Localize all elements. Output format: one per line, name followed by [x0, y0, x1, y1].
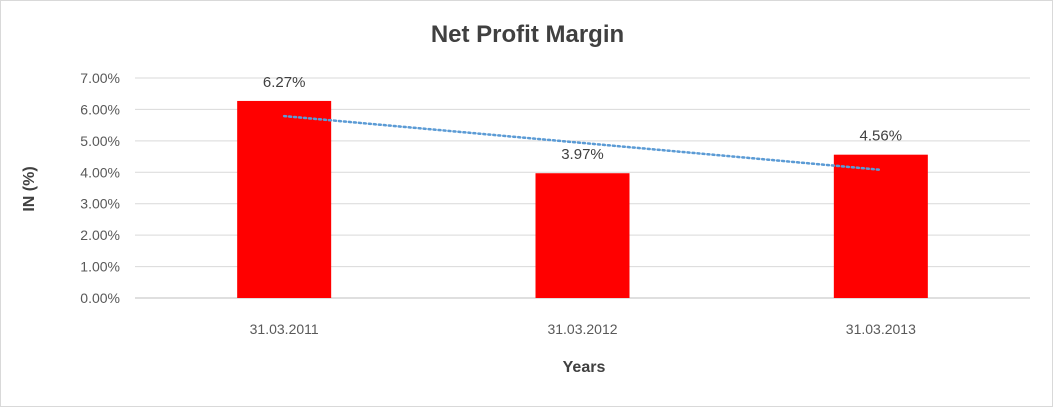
- x-axis-label: Years: [562, 359, 606, 376]
- data-label: 6.27%: [263, 74, 306, 91]
- y-tick-label: 1.00%: [80, 259, 120, 275]
- x-tick-labels: 31.03.2011 31.03.2012 31.03.2013: [250, 321, 916, 337]
- x-tick-label: 31.03.2012: [547, 321, 617, 337]
- data-labels: 6.27% 3.97% 4.56%: [263, 74, 902, 163]
- x-tick-label: 31.03.2013: [846, 321, 916, 337]
- bar: [535, 173, 630, 298]
- bar: [833, 154, 928, 298]
- y-tick-labels: 0.00% 1.00% 2.00% 3.00% 4.00% 5.00% 6.00% 7.00%: [80, 70, 120, 306]
- data-label: 4.56%: [860, 128, 903, 145]
- y-tick-label: 4.00%: [80, 164, 120, 180]
- trendline: [282, 114, 883, 172]
- y-tick-label: 7.00%: [80, 70, 120, 86]
- trendline-group: [282, 114, 883, 172]
- x-tick-label: 31.03.2011: [250, 321, 319, 337]
- y-tick-label: 6.00%: [80, 101, 120, 117]
- y-tick-label: 2.00%: [80, 227, 120, 243]
- bar: [237, 100, 332, 298]
- y-tick-label: 3.00%: [80, 196, 120, 212]
- bars: [237, 100, 928, 298]
- data-label: 3.97%: [561, 146, 604, 163]
- chart-title: Net Profit Margin: [430, 21, 625, 48]
- y-tick-label: 5.00%: [80, 133, 120, 149]
- y-tick-label: 0.00%: [80, 290, 120, 306]
